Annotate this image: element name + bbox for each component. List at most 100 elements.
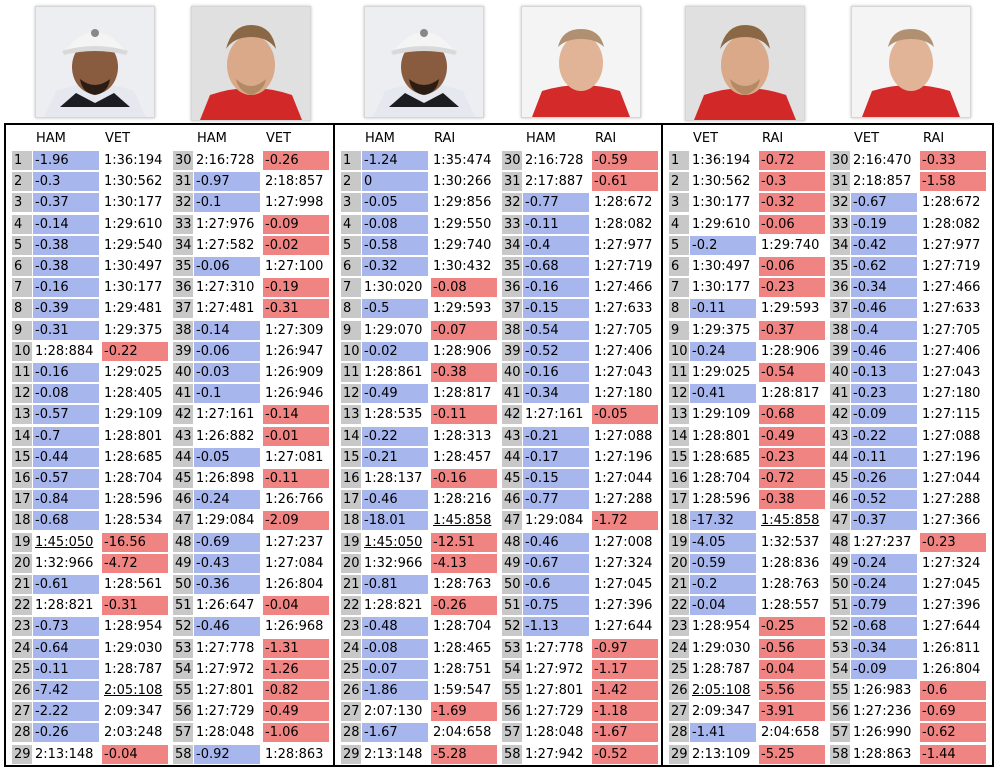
table-row: 47 1:29:084 -1.72 — [502, 511, 660, 531]
lap-number: 21 — [669, 575, 689, 594]
table-row: 10 1:28:884 -0.22 — [12, 341, 170, 361]
cell-vet: 1:29:109 — [692, 407, 751, 423]
cell-ham: 2:16:728 — [196, 153, 255, 168]
cell-ham: -0.64 — [33, 638, 99, 658]
cell-ham: -0.34 — [523, 384, 589, 404]
lap-number: 52 — [830, 617, 850, 637]
lap-number: 14 — [669, 426, 689, 446]
cell-vet: 1:29:375 — [104, 322, 163, 338]
cell-ham: -0.54 — [523, 320, 589, 340]
cell-rai: -0.62 — [920, 723, 986, 743]
lap-number: 26 — [12, 681, 32, 700]
table-row: 39 -0.06 1:26:947 — [173, 341, 331, 361]
table-row: 41 -0.1 1:26:946 — [173, 384, 331, 404]
lap-number: 56 — [502, 702, 522, 722]
table-row: 54 1:27:972 -1.26 — [173, 659, 331, 679]
cell-vet: 1:30:562 — [692, 174, 751, 190]
cell-ham: -0.06 — [194, 257, 260, 276]
cell-ham: -0.15 — [523, 469, 589, 488]
cell-vet: 1:27:084 — [265, 555, 324, 571]
cell-rai: 1:28:082 — [594, 216, 653, 232]
cell-ham: -0.02 — [362, 341, 428, 361]
cell-vet: -0.23 — [851, 384, 917, 404]
table-row: 51 1:26:647 -0.04 — [173, 596, 331, 616]
table-row: 27 2:09:347 -3.91 — [669, 702, 827, 722]
cell-ham: 1:27:972 — [196, 661, 255, 677]
table-row: 19 -4.05 1:32:537 — [669, 532, 827, 552]
cell-rai: 1:28:465 — [433, 640, 492, 656]
cell-vet: -0.49 — [263, 702, 329, 722]
lap-number: 55 — [502, 681, 522, 700]
table-row: 38 -0.4 1:27:705 — [830, 320, 988, 340]
cell-ham: 1:26:882 — [196, 428, 255, 444]
cell-ham: 1:26:898 — [196, 471, 255, 486]
lap-number: 30 — [830, 151, 850, 170]
table-row: 9 1:29:375 -0.37 — [669, 320, 827, 340]
cell-ham: -0.49 — [362, 384, 428, 404]
cell-vet: 1:30:497 — [692, 259, 751, 274]
lap-number: 12 — [341, 384, 361, 404]
lap-number: 6 — [669, 257, 689, 276]
table-row: 12 -0.49 1:28:817 — [341, 384, 499, 404]
cell-vet: 1:28:596 — [692, 492, 751, 508]
table-row: 13 1:29:109 -0.68 — [669, 405, 827, 425]
lap-number: 24 — [669, 638, 689, 658]
table-row: 26 -1.86 1:59:547 — [341, 681, 499, 700]
cell-vet: -0.19 — [851, 214, 917, 234]
cell-rai: 1:27:705 — [594, 322, 653, 338]
cell-ham: 1:28:048 — [525, 725, 584, 741]
cell-vet: 1:29:610 — [104, 216, 163, 232]
cell-vet: -0.68 — [851, 617, 917, 637]
table-row: 8 -0.11 1:29:593 — [669, 299, 827, 319]
column-header-a: HAM — [365, 131, 395, 146]
cell-vet: 2:18:857 — [265, 174, 324, 190]
lap-number: 16 — [669, 469, 689, 488]
cell-ham: 1:29:084 — [525, 513, 584, 529]
table-row: 58 -0.92 1:28:863 — [173, 744, 331, 764]
table-row: 10 -0.24 1:28:906 — [669, 341, 827, 361]
table-row: 35 -0.06 1:27:100 — [173, 257, 331, 276]
cell-vet: 1:27:237 — [265, 534, 324, 550]
lap-number: 9 — [341, 320, 361, 340]
cell-ham: 0 — [362, 172, 428, 192]
cell-rai: 1:29:740 — [761, 237, 820, 253]
cell-rai: -0.06 — [759, 257, 825, 276]
table-row: 24 -0.08 1:28:465 — [341, 638, 499, 658]
table-row: 4 -0.14 1:29:610 — [12, 214, 170, 234]
lap-number: 15 — [669, 447, 689, 467]
cell-rai: -1.42 — [592, 681, 658, 700]
cell-vet: -0.31 — [263, 299, 329, 319]
cell-ham: -0.92 — [194, 744, 260, 764]
table-row: 44 -0.17 1:27:196 — [502, 447, 660, 467]
table-row: 20 1:32:966 -4.13 — [341, 553, 499, 573]
cell-ham: -0.77 — [523, 490, 589, 510]
table-row: 38 -0.14 1:27:309 — [173, 320, 331, 340]
table-row: 1 -1.96 1:36:194 — [12, 151, 170, 170]
cell-ham: 1:27:310 — [196, 280, 255, 296]
lap-number: 51 — [173, 596, 193, 616]
cell-rai: -0.05 — [592, 405, 658, 425]
table-row: 3 -0.05 1:29:856 — [341, 193, 499, 213]
cell-ham: -0.67 — [523, 553, 589, 573]
lap-number: 34 — [830, 235, 850, 255]
cell-ham: 1:28:821 — [35, 598, 94, 614]
cell-rai: 1:27:719 — [594, 259, 653, 274]
table-row: 11 1:29:025 -0.54 — [669, 363, 827, 382]
table-row: 43 -0.22 1:27:088 — [830, 426, 988, 446]
cell-ham: -0.73 — [33, 617, 99, 637]
table-row: 45 -0.26 1:27:044 — [830, 469, 988, 488]
cell-vet: 1:30:177 — [692, 195, 751, 211]
cell-rai: -1.18 — [592, 702, 658, 722]
table-row: 41 -0.23 1:27:180 — [830, 384, 988, 404]
lap-number: 22 — [12, 596, 32, 616]
lap-number: 17 — [12, 490, 32, 510]
table-row: 18 -17.32 1:45:858 — [669, 511, 827, 531]
cell-rai: -0.97 — [592, 638, 658, 658]
cell-vet: -0.04 — [263, 596, 329, 616]
driver-photo-vet-1 — [191, 6, 311, 121]
table-row: 16 1:28:704 -0.72 — [669, 469, 827, 488]
cell-vet: 1:28:685 — [104, 449, 163, 465]
cell-vet: 1:29:030 — [104, 640, 163, 656]
lap-number: 55 — [830, 681, 850, 700]
lap-number: 12 — [12, 384, 32, 404]
